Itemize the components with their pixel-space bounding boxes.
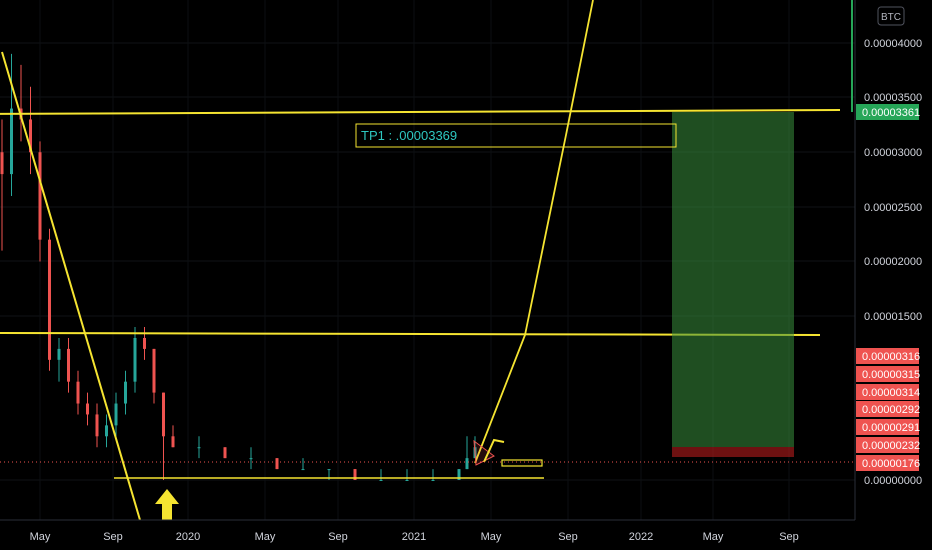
price-tag (856, 384, 919, 400)
long-position-target-zone (672, 112, 794, 447)
candle-body (133, 337, 137, 382)
candle-body (67, 348, 70, 382)
price-tag-label: 0.00003361 (862, 107, 920, 119)
candle-body (29, 119, 32, 153)
candle-body (162, 392, 165, 437)
accumulation-zone (501, 459, 543, 467)
overlays: TP1 : .00003369 (0, 0, 855, 521)
candle-body (95, 414, 99, 437)
price-tag-label: 0.00000314 (862, 387, 920, 399)
price-tag-label: 0.00000315 (862, 369, 920, 381)
price-tag-label: 0.00000292 (862, 404, 920, 416)
price-tag-label: 0.00000176 (862, 458, 920, 470)
y-tick-label: 0.00002000 (864, 256, 922, 268)
time-axis[interactable]: May Sep 2020 May Sep 2021 May Sep 2022 May Sep (30, 531, 799, 543)
candle-body (353, 469, 357, 480)
currency-label: BTC (881, 12, 901, 23)
price-tag (856, 366, 919, 382)
x-tick-label: May (703, 531, 724, 543)
candle-body (152, 348, 156, 393)
candle-body (457, 469, 461, 480)
price-tag-label: 0.00000316 (862, 351, 920, 363)
candle-body (431, 480, 435, 481)
candle-body (86, 403, 89, 415)
candle-body (379, 480, 383, 481)
candle-body (301, 469, 305, 471)
candle-body (57, 348, 61, 360)
y-tick-label: 0.00003500 (864, 92, 922, 104)
long-position-stop-zone (672, 447, 794, 457)
x-tick-label: May (255, 531, 276, 543)
currency-badge[interactable]: BTC (877, 6, 905, 26)
y-tick-label: 0.00001500 (864, 311, 922, 323)
candle-body (76, 381, 80, 404)
candle-body (249, 458, 253, 460)
price-tag (856, 419, 919, 435)
price-tag (856, 348, 919, 364)
grid (0, 0, 855, 520)
candle-body (114, 403, 118, 426)
y-tick-label: 0.00002500 (864, 202, 922, 214)
candle-body (105, 425, 108, 437)
y-tick-label: 0.00004000 (864, 38, 922, 50)
x-tick-label: Sep (779, 531, 799, 543)
x-tick-label: Sep (103, 531, 123, 543)
price-tag (856, 104, 919, 120)
candle-body (223, 447, 227, 459)
y-tick-label: 0.00003000 (864, 147, 922, 159)
price-tag-label: 0.00000291 (862, 422, 920, 434)
resistance-line-top (0, 109, 841, 115)
x-tick-label: 2020 (176, 531, 200, 543)
candle-body (171, 436, 175, 448)
candle-body (465, 458, 469, 470)
candles (0, 53, 477, 481)
candle-body (143, 337, 146, 349)
candle-body (327, 469, 331, 471)
breakout-arrow (483, 438, 505, 463)
price-tag (856, 437, 919, 453)
candle-body (197, 447, 201, 449)
tp-annotation-text: TP1 : .00003369 (361, 128, 457, 143)
candle-body (275, 458, 279, 470)
x-tick-label: Sep (558, 531, 578, 543)
y-tick-label: 0.00000000 (864, 475, 922, 487)
x-tick-label: Sep (328, 531, 348, 543)
price-tag (856, 401, 919, 417)
x-tick-label: 2022 (629, 531, 653, 543)
price-tags: 0.00003361 0.00000316 0.00000315 0.00000314… (851, 0, 920, 471)
candle-body (405, 480, 409, 481)
x-tick-label: May (30, 531, 51, 543)
x-tick-label: 2021 (402, 531, 426, 543)
up-arrow-icon (155, 489, 179, 520)
candle-body (0, 152, 4, 175)
candle-body (10, 108, 13, 175)
x-tick-label: May (481, 531, 502, 543)
candle-body (38, 152, 42, 240)
candle-body (48, 239, 51, 360)
price-tag-label: 0.00000232 (862, 440, 920, 452)
candle-body (124, 381, 127, 404)
price-axis[interactable]: 0.00004000 0.00003500 0.00003000 0.00002500… (864, 38, 922, 487)
price-tag (856, 455, 919, 471)
trend-line (1, 51, 141, 521)
projection-line (474, 0, 594, 464)
tp-annotation-box (355, 123, 677, 148)
